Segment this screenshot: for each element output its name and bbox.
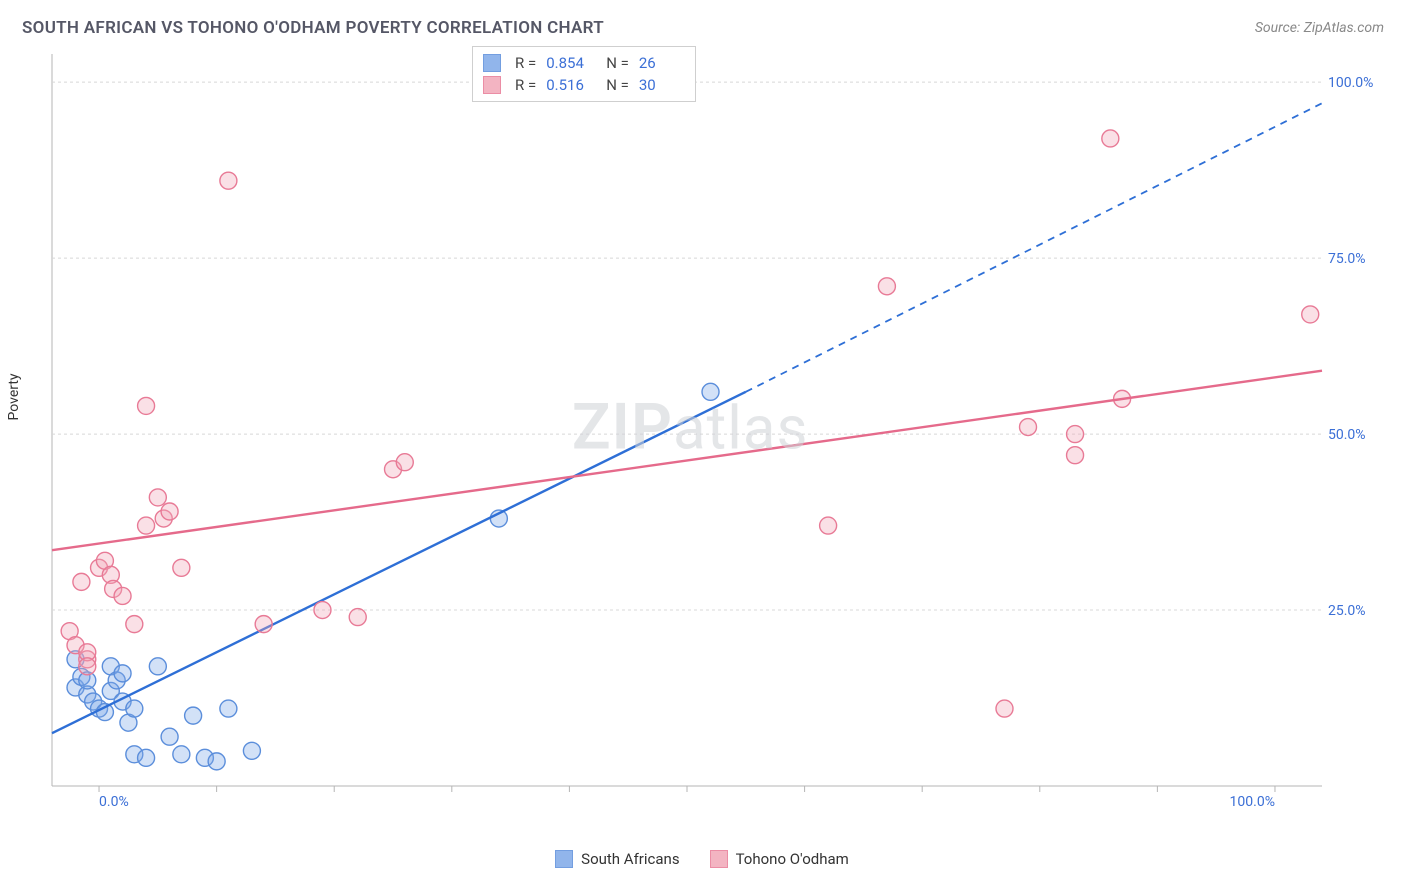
legend-stats-row: R = 0.854 N = 26 [483, 52, 685, 74]
r-value: 0.516 [546, 76, 592, 94]
svg-text:100.0%: 100.0% [1230, 794, 1275, 806]
svg-text:100.0%: 100.0% [1328, 75, 1373, 91]
legend-label: South Africans [581, 850, 679, 868]
n-label: N = [606, 54, 629, 72]
svg-text:75.0%: 75.0% [1328, 251, 1366, 267]
legend-stats-row: R = 0.516 N = 30 [483, 74, 685, 96]
y-axis-label: Poverty [6, 373, 22, 420]
correlation-legend: R = 0.854 N = 26 R = 0.516 N = 30 [472, 46, 696, 102]
legend-label: Tohono O'odham [736, 850, 849, 868]
r-label: R = [515, 54, 536, 72]
scatter-plot: 25.0% 50.0% 75.0% 100.0% 0.0% 100.0% [22, 46, 1382, 806]
legend-item: Tohono O'odham [710, 850, 849, 868]
source-credit: Source: ZipAtlas.com [1255, 20, 1384, 36]
legend-swatch [555, 850, 573, 868]
n-value: 26 [639, 54, 685, 72]
chart-title: SOUTH AFRICAN VS TOHONO O'ODHAM POVERTY … [22, 18, 604, 38]
n-value: 30 [639, 76, 685, 94]
r-label: R = [515, 76, 536, 94]
n-label: N = [606, 76, 629, 94]
legend-item: South Africans [555, 850, 679, 868]
r-value: 0.854 [546, 54, 592, 72]
legend-swatch [483, 54, 501, 72]
legend-swatch [710, 850, 728, 868]
svg-text:50.0%: 50.0% [1328, 427, 1366, 443]
chart-area: Poverty 25.0%50.0%75.0%100.0%0.0%100.0% … [22, 46, 1382, 826]
svg-text:25.0%: 25.0% [1328, 603, 1366, 619]
legend-swatch [483, 76, 501, 94]
svg-text:0.0%: 0.0% [99, 794, 129, 806]
series-legend: South Africans Tohono O'odham [22, 850, 1382, 868]
